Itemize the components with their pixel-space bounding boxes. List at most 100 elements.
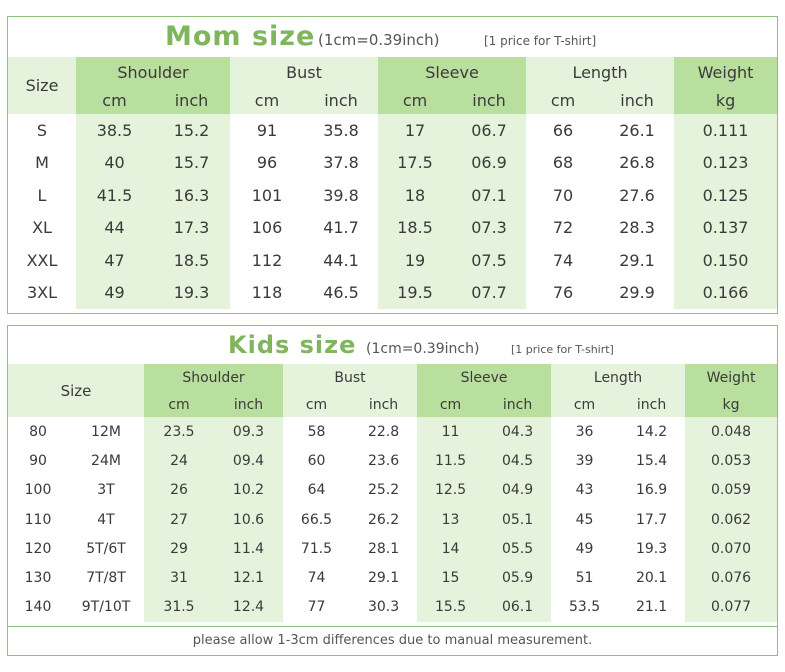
table-cell: 26.1 bbox=[600, 114, 675, 147]
table-cell: 37.8 bbox=[304, 146, 379, 179]
table-cell: XXL bbox=[8, 244, 76, 277]
mom-conversion-note: (1cm=0.39inch) bbox=[318, 31, 440, 49]
table-cell: 12.4 bbox=[214, 592, 284, 623]
table-cell: 28.1 bbox=[350, 534, 418, 564]
kids-conversion-note: (1cm=0.39inch) bbox=[366, 341, 480, 357]
table-cell: 0.077 bbox=[685, 592, 778, 623]
table-cell: 39 bbox=[551, 446, 619, 476]
table-cell: 24 bbox=[144, 446, 215, 476]
table-cell: 36 bbox=[551, 417, 619, 447]
table-cell: 72 bbox=[526, 211, 601, 244]
table-cell: 0.070 bbox=[685, 534, 778, 564]
unit-header: inch bbox=[484, 392, 552, 417]
table-row: 80 12M 23.5 09.3 58 22.8 11 04.3 36 14.2 0.048 bbox=[8, 417, 778, 447]
table-row: 110 4T 27 10.6 66.5 26.2 13 05.1 45 17.7 0.062 bbox=[8, 504, 778, 535]
mom-size-table: Size Shoulder Bust Sleeve Length Weight … bbox=[8, 57, 778, 309]
kids-size-title: Kids size bbox=[228, 331, 357, 359]
table-cell: 66 bbox=[526, 114, 601, 147]
table-cell: 35.8 bbox=[304, 114, 379, 147]
table-cell: 17.3 bbox=[153, 211, 230, 244]
table-cell: 0.048 bbox=[685, 417, 778, 447]
table-cell: 0.123 bbox=[674, 146, 778, 179]
table-cell: 100 bbox=[8, 475, 68, 505]
table-cell: 101 bbox=[230, 179, 304, 212]
table-cell: 18.5 bbox=[153, 244, 230, 277]
table-cell: 9T/10T bbox=[68, 592, 145, 623]
table-cell: 04.3 bbox=[484, 417, 552, 447]
bust-header: Bust bbox=[283, 364, 418, 392]
table-cell: 0.137 bbox=[674, 211, 778, 244]
unit-header: inch bbox=[304, 87, 379, 114]
table-cell: 14 bbox=[417, 534, 485, 564]
weight-header: Weight bbox=[685, 364, 778, 392]
table-cell: 22.8 bbox=[350, 417, 418, 447]
table-cell: 49 bbox=[551, 534, 619, 564]
table-row: 140 9T/10T 31.5 12.4 77 30.3 15.5 06.1 53.5 21.1 0… bbox=[8, 592, 778, 623]
table-cell: 12.5 bbox=[417, 475, 485, 505]
table-cell: 14.2 bbox=[618, 417, 686, 447]
table-cell: 70 bbox=[526, 179, 601, 212]
table-cell: L bbox=[8, 179, 76, 212]
table-cell: 06.1 bbox=[484, 592, 552, 623]
table-cell: 10.2 bbox=[214, 475, 284, 505]
shoulder-header: Shoulder bbox=[144, 364, 284, 392]
table-cell: 80 bbox=[8, 417, 68, 447]
table-row: L 41.5 16.3 101 39.8 18 07.1 70 27.6 0.125 bbox=[8, 179, 778, 212]
table-cell: 04.9 bbox=[484, 475, 552, 505]
table-cell: 15 bbox=[417, 563, 485, 593]
table-row: XL 44 17.3 106 41.7 18.5 07.3 72 28.3 0.137 bbox=[8, 211, 778, 244]
table-cell: 16.9 bbox=[618, 475, 686, 505]
table-cell: 41.5 bbox=[76, 179, 153, 212]
weight-header: Weight bbox=[674, 57, 778, 87]
table-cell: 4T bbox=[68, 504, 145, 535]
length-header: Length bbox=[526, 57, 675, 87]
table-cell: 11.4 bbox=[214, 534, 284, 564]
table-cell: 20.1 bbox=[618, 563, 686, 593]
unit-header: cm bbox=[144, 392, 215, 417]
table-row: 90 24M 24 09.4 60 23.6 11.5 04.5 39 15.4 0.053 bbox=[8, 446, 778, 476]
table-cell: 07.1 bbox=[452, 179, 527, 212]
table-cell: 0.125 bbox=[674, 179, 778, 212]
table-cell: 26.8 bbox=[600, 146, 675, 179]
table-cell: S bbox=[8, 114, 76, 147]
table-cell: 60 bbox=[283, 446, 351, 476]
mom-size-title: Mom size bbox=[165, 21, 316, 52]
unit-header: kg bbox=[674, 87, 778, 114]
table-cell: 18 bbox=[378, 179, 453, 212]
table-row: 130 7T/8T 31 12.1 74 29.1 15 05.9 51 20.1 0.076 bbox=[8, 563, 778, 593]
sleeve-header: Sleeve bbox=[378, 57, 527, 87]
kids-price-note: [1 price for T-shirt] bbox=[511, 343, 614, 356]
table-cell: 17.7 bbox=[618, 504, 686, 535]
table-cell: 0.166 bbox=[674, 276, 778, 309]
table-cell: 15.5 bbox=[417, 592, 485, 623]
table-cell: 118 bbox=[230, 276, 304, 309]
table-cell: 77 bbox=[283, 592, 351, 623]
table-cell: 15.7 bbox=[153, 146, 230, 179]
table-cell: 09.3 bbox=[214, 417, 284, 447]
table-row: XXL 47 18.5 112 44.1 19 07.5 74 29.1 0.150 bbox=[8, 244, 778, 277]
table-cell: 23.5 bbox=[144, 417, 215, 447]
table-cell: 07.7 bbox=[452, 276, 527, 309]
table-cell: 18.5 bbox=[378, 211, 453, 244]
size-header: Size bbox=[8, 364, 145, 417]
table-cell: 07.3 bbox=[452, 211, 527, 244]
table-cell: 27.6 bbox=[600, 179, 675, 212]
table-cell: 05.1 bbox=[484, 504, 552, 535]
table-cell: 15.4 bbox=[618, 446, 686, 476]
table-cell: 29.9 bbox=[600, 276, 675, 309]
table-cell: 23.6 bbox=[350, 446, 418, 476]
sleeve-header: Sleeve bbox=[417, 364, 552, 392]
table-cell: 10.6 bbox=[214, 504, 284, 535]
table-cell: 26 bbox=[144, 475, 215, 505]
unit-header: inch bbox=[153, 87, 230, 114]
table-cell: 11 bbox=[417, 417, 485, 447]
shoulder-header: Shoulder bbox=[76, 57, 230, 87]
table-cell: 96 bbox=[230, 146, 304, 179]
kids-size-panel: Kids size (1cm=0.39inch) [1 price for T-… bbox=[7, 325, 778, 656]
table-cell: 06.7 bbox=[452, 114, 527, 147]
table-cell: 30.3 bbox=[350, 592, 418, 623]
table-cell: 91 bbox=[230, 114, 304, 147]
mom-size-panel: Mom size (1cm=0.39inch) [1 price for T-s… bbox=[7, 16, 778, 314]
table-cell: 3T bbox=[68, 475, 145, 505]
table-cell: 04.5 bbox=[484, 446, 552, 476]
